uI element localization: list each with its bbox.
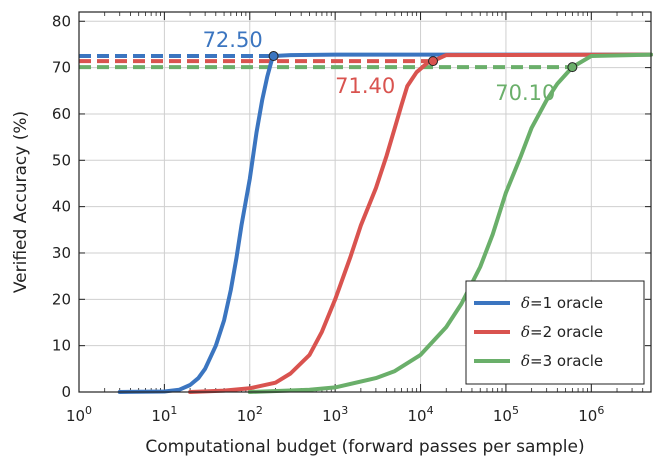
legend: δ=1 oracle δ=2 oracle δ=3 oracle	[465, 280, 645, 385]
marker-series-2	[428, 56, 439, 67]
y-tick-label: 60	[52, 105, 71, 123]
y-tick-label: 0	[61, 383, 71, 401]
x-tick-label: 101	[151, 404, 177, 425]
legend-label-2: δ=2 oracle	[521, 323, 603, 341]
marker-series-3	[567, 62, 578, 73]
annotation-series-1: 72.50	[203, 28, 263, 52]
x-tick-label: 102	[237, 404, 263, 425]
y-tick-label: 20	[52, 290, 71, 308]
x-tick-label: 104	[407, 404, 433, 425]
markers	[268, 51, 578, 73]
x-tick-label: 106	[578, 404, 604, 425]
y-tick-label: 70	[52, 59, 71, 77]
annotation-series-2: 71.40	[335, 74, 395, 98]
series-line-3	[247, 52, 653, 394]
legend-label-1: δ=1 oracle	[521, 294, 603, 312]
annotations: 72.50 71.40 70.10	[203, 28, 556, 105]
x-tick-label: 100	[66, 404, 92, 425]
series-line-2	[188, 52, 653, 394]
x-tick-label: 105	[493, 404, 519, 425]
y-tick-labels: 0 10 20 30 40 50 60 70 80	[52, 12, 71, 401]
dashed-levels	[79, 54, 573, 70]
legend-label-3: δ=3 oracle	[521, 352, 603, 370]
annotation-series-3: 70.10	[495, 81, 555, 105]
y-tick-label: 10	[52, 337, 71, 355]
x-tick-labels: 100 101 102 103 104 105 106	[66, 404, 604, 425]
y-tick-label: 40	[52, 198, 71, 216]
marker-series-1	[268, 51, 279, 62]
y-tick-label: 50	[52, 151, 71, 169]
y-tick-label: 30	[52, 244, 71, 262]
x-axis-label: Computational budget (forward passes per…	[145, 437, 584, 457]
grid	[78, 12, 651, 393]
y-axis-label: Verified Accuracy (%)	[11, 111, 31, 293]
x-tick-label: 103	[322, 404, 348, 425]
y-tick-label: 80	[52, 12, 71, 30]
legend-items: δ=1 oracle δ=2 oracle δ=3 oracle	[474, 294, 603, 370]
plot-frame	[78, 11, 652, 393]
